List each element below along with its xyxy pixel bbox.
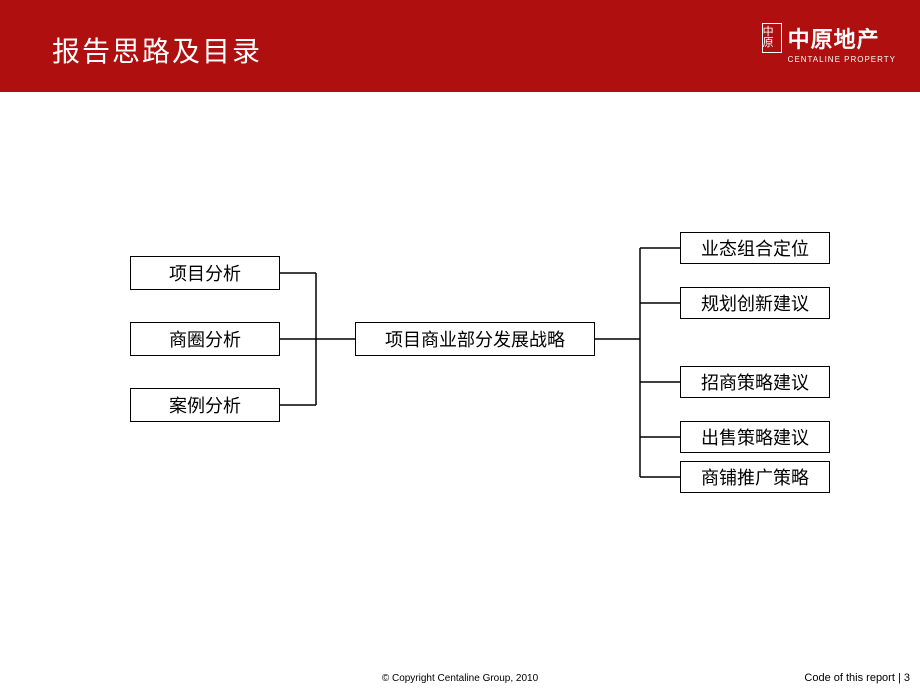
node-left2: 商圈分析 xyxy=(130,322,280,356)
node-left1: 项目分析 xyxy=(130,256,280,290)
logo-text-en: CENTALINE PROPERTY xyxy=(788,55,896,64)
node-right5: 商铺推广策略 xyxy=(680,461,830,493)
node-right2: 规划创新建议 xyxy=(680,287,830,319)
node-right1: 业态组合定位 xyxy=(680,232,830,264)
logo-text-cn: 中原地产 xyxy=(788,22,880,54)
page-title: 报告思路及目录 xyxy=(52,30,262,70)
node-center: 项目商业部分发展战略 xyxy=(355,322,595,356)
node-right4: 出售策略建议 xyxy=(680,421,830,453)
logo-mark-icon: 中原 xyxy=(762,23,782,53)
brand-logo: 中原 中原地产 CENTALINE PROPERTY xyxy=(762,22,896,64)
footer-copyright: © Copyright Centaline Group, 2010 xyxy=(382,673,538,684)
footer-code: Code of this report | 3 xyxy=(804,672,910,684)
header: 报告思路及目录 中原 中原地产 CENTALINE PROPERTY xyxy=(0,0,920,92)
node-right3: 招商策略建议 xyxy=(680,366,830,398)
node-left3: 案例分析 xyxy=(130,388,280,422)
diagram-canvas: 项目分析商圈分析案例分析 项目商业部分发展战略 业态组合定位规划创新建议招商策略建议… xyxy=(0,92,920,652)
